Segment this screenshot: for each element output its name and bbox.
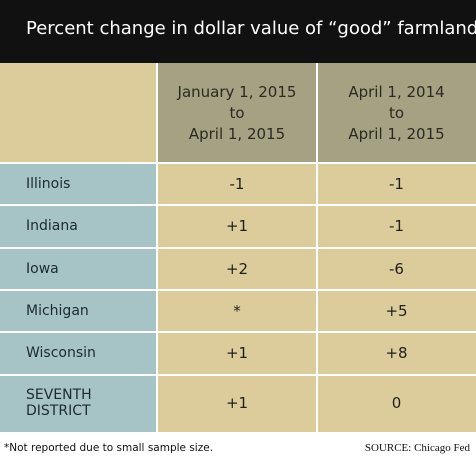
row-divider (0, 204, 476, 207)
header-corner (0, 63, 157, 163)
row-label: Indiana (0, 205, 157, 248)
table-cell: +5 (317, 289, 476, 333)
row-label: SEVENTH DISTRICT (0, 374, 157, 432)
row-label-text: Wisconsin (26, 345, 96, 361)
row-label: Iowa (0, 247, 157, 290)
row-divider (0, 162, 476, 164)
row-label-text: Illinois (26, 176, 70, 192)
row-label-line: Illinois (26, 176, 71, 193)
row-label-line: Iowa (26, 260, 59, 277)
table-cell: +2 (157, 247, 317, 290)
table-cell: +1 (157, 205, 317, 248)
column-header: April 1, 2014 to April 1, 2015 (317, 63, 476, 163)
row-label-line: Wisconsin (26, 345, 96, 362)
column-header-line: April 1, 2014 (348, 82, 445, 101)
table-cell: -6 (317, 247, 476, 290)
row-label-line: Indiana (26, 218, 78, 235)
table-cell: +1 (157, 374, 317, 432)
row-divider (0, 331, 476, 334)
row-label-text: Indiana (26, 218, 78, 234)
row-label-text: Iowa (26, 261, 59, 277)
row-label-text: SEVENTH DISTRICT (26, 387, 92, 419)
table-title: Percent change in dollar value of “good”… (0, 0, 476, 63)
row-label: Illinois (0, 163, 157, 206)
farmland-value-table: January 1, 2015 to April 1, 2015 April 1, 2… (0, 63, 476, 437)
column-header-line: April 1, 2015 (188, 124, 286, 143)
row-label-text: Michigan (26, 303, 89, 319)
row-divider (0, 246, 476, 249)
column-header-line: to (229, 103, 245, 122)
column-header-line: January 1, 2015 (177, 82, 297, 101)
row-label-line: DISTRICT (26, 403, 91, 419)
row-label-line: Michigan (26, 303, 89, 320)
column-header: January 1, 2015 to April 1, 2015 (157, 63, 317, 163)
column-divider (316, 63, 318, 432)
table-cell: -1 (317, 163, 476, 206)
table-cell: * (157, 289, 317, 333)
row-label: Wisconsin (0, 332, 157, 375)
row-label-line: SEVENTH (26, 387, 92, 403)
row-divider (0, 373, 476, 376)
table-cell: +8 (317, 332, 476, 375)
footnote: *Not reported due to small sample size. (4, 442, 214, 454)
row-divider (0, 288, 476, 291)
column-header-text: April 1, 2014 to April 1, 2015 (348, 82, 444, 145)
row-label: Michigan (0, 289, 157, 333)
table-cell: -1 (157, 163, 317, 206)
table-cell: 0 (317, 374, 476, 432)
table-cell: -1 (317, 205, 476, 248)
column-divider (156, 63, 158, 432)
table-cell: +1 (157, 332, 317, 375)
column-header-line: April 1, 2015 (348, 124, 445, 143)
column-header-line: to (388, 103, 405, 122)
column-header-text: January 1, 2015 to April 1, 2015 (178, 82, 297, 145)
source-note: SOURCE: Chicago Fed (364, 442, 470, 454)
